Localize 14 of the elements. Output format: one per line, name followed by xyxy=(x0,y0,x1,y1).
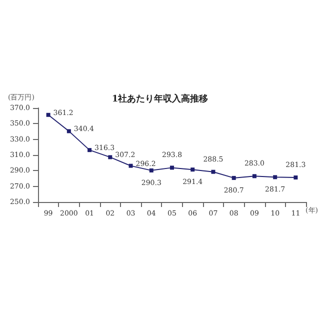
point xyxy=(170,166,174,170)
point xyxy=(108,155,112,160)
chart-title: 1社あたり年収入高推移 xyxy=(112,94,208,104)
point xyxy=(66,129,71,134)
point xyxy=(88,148,92,152)
point xyxy=(149,168,154,172)
point xyxy=(294,175,298,180)
point xyxy=(273,175,278,180)
point xyxy=(252,174,256,178)
point xyxy=(190,168,195,172)
point xyxy=(232,176,236,180)
point xyxy=(128,164,133,168)
point xyxy=(46,112,50,117)
point xyxy=(211,170,216,174)
